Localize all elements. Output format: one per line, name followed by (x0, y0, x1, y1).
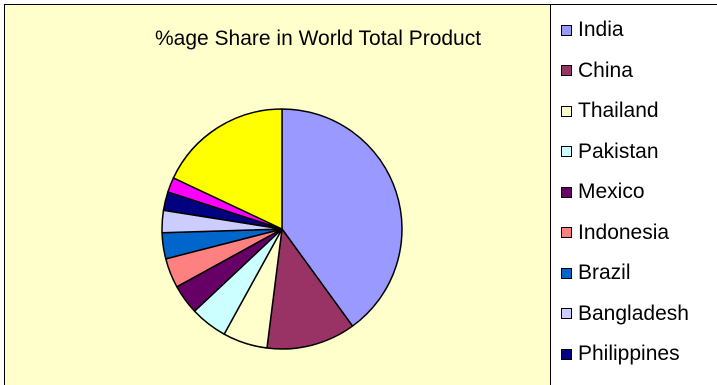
legend-item: Bangladesh (561, 299, 689, 329)
legend-item: China (561, 56, 633, 86)
plot-area: %age Share in World Total Product (4, 4, 551, 385)
legend-label: Philippines (578, 342, 680, 365)
legend-item: Brazil (561, 258, 631, 288)
pie-chart (161, 108, 403, 350)
legend-swatch (561, 227, 572, 238)
legend-swatch (561, 24, 572, 36)
legend-item: Pakistan (561, 137, 659, 167)
legend-item: Indonesia (561, 218, 669, 248)
pie-slice-1 (281, 108, 403, 327)
legend-swatch (561, 308, 572, 319)
legend-label: Bangladesh (578, 301, 689, 325)
legend-label: Brazil (578, 261, 631, 284)
legend-item: Mexico (561, 177, 645, 207)
legend-label: Thailand (578, 99, 659, 122)
legend-item: Philippines (561, 339, 680, 369)
chart-title: %age Share in World Total Product (155, 27, 482, 50)
legend-swatch (561, 65, 572, 76)
legend-swatch (561, 146, 572, 157)
pie-slice-2 (266, 228, 354, 350)
legend: India China Thailand Pakistan Mexico Indonesi… (550, 4, 717, 385)
legend-label: India (578, 18, 624, 41)
legend-label: Pakistan (578, 139, 659, 163)
legend-label: Mexico (578, 180, 645, 203)
legend-swatch (561, 348, 572, 360)
legend-swatch (561, 267, 572, 279)
pie-slice-11 (172, 108, 283, 230)
legend-swatch (561, 186, 572, 198)
legend-label: China (578, 58, 633, 82)
legend-item: Thailand (561, 96, 659, 126)
legend-label: Indonesia (578, 220, 670, 244)
legend-swatch (561, 105, 572, 117)
legend-item: India (561, 15, 624, 45)
